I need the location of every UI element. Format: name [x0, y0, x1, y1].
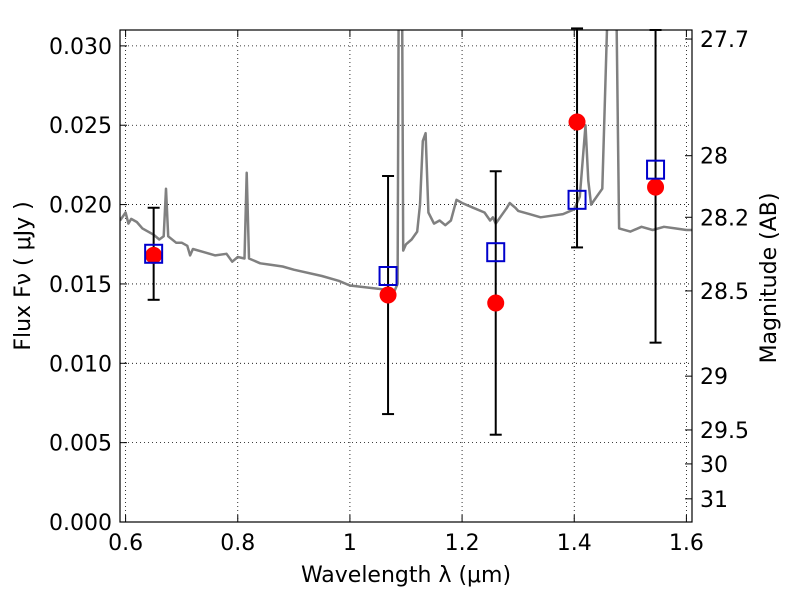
observed-point [487, 294, 505, 312]
right-tick-label: 28 [700, 145, 728, 170]
observed-point [647, 178, 665, 196]
model-square [378, 266, 398, 286]
observed-points-layer [145, 113, 665, 312]
right-tick-label: 31 [700, 488, 728, 513]
right-tick-label: 30 [700, 453, 728, 478]
observed-point [145, 246, 163, 264]
plot-frame [119, 29, 693, 523]
y-axis-label: Flux Fν ( μJy ) [11, 201, 36, 350]
right-tick-label: 28.2 [700, 206, 749, 231]
x-tick-label: 1.2 [445, 531, 480, 556]
right-tick-label: 29 [700, 365, 728, 390]
y-tick-label: 0.030 [49, 35, 112, 60]
y-tick-label: 0.025 [49, 114, 112, 139]
x-tick-label: 1.4 [557, 531, 592, 556]
y-tick-label: 0.020 [49, 194, 112, 219]
grid-lines [120, 30, 692, 523]
x-tick-label: 0.8 [220, 531, 255, 556]
right-tick-label: 29.5 [700, 419, 749, 444]
spectrum-layer [120, 30, 692, 292]
x-tick-label: 1 [343, 531, 357, 556]
right-tick-label: 27.7 [700, 28, 749, 53]
model-squares-layer [144, 159, 666, 286]
model-square [144, 243, 164, 264]
model-square [567, 189, 587, 210]
errorbar-layer [147, 27, 662, 436]
right-tick-label: 28.5 [700, 280, 749, 305]
tick-layer: 0.6 0.8 1 1.2 1.4 1.6 0.000 0.005 0.010 0.015 0.02… [49, 28, 749, 556]
y-tick-label: 0.000 [49, 511, 112, 536]
y-tick-label: 0.015 [49, 273, 112, 298]
model-square [646, 159, 666, 180]
observed-point [379, 286, 397, 304]
observed-point [568, 113, 586, 131]
right-axis-label: Magnitude (AB) [757, 193, 782, 364]
x-tick-label: 0.6 [108, 531, 143, 556]
model-square [486, 242, 506, 263]
y-tick-label: 0.010 [49, 352, 112, 377]
spectrum-line [120, 30, 692, 292]
x-axis-label: Wavelength λ (μm) [301, 563, 511, 588]
y-tick-label: 0.005 [49, 432, 112, 457]
x-tick-label: 1.6 [669, 531, 704, 556]
